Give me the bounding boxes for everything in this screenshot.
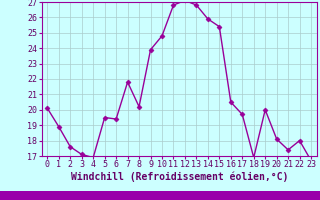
X-axis label: Windchill (Refroidissement éolien,°C): Windchill (Refroidissement éolien,°C) [70, 172, 288, 182]
